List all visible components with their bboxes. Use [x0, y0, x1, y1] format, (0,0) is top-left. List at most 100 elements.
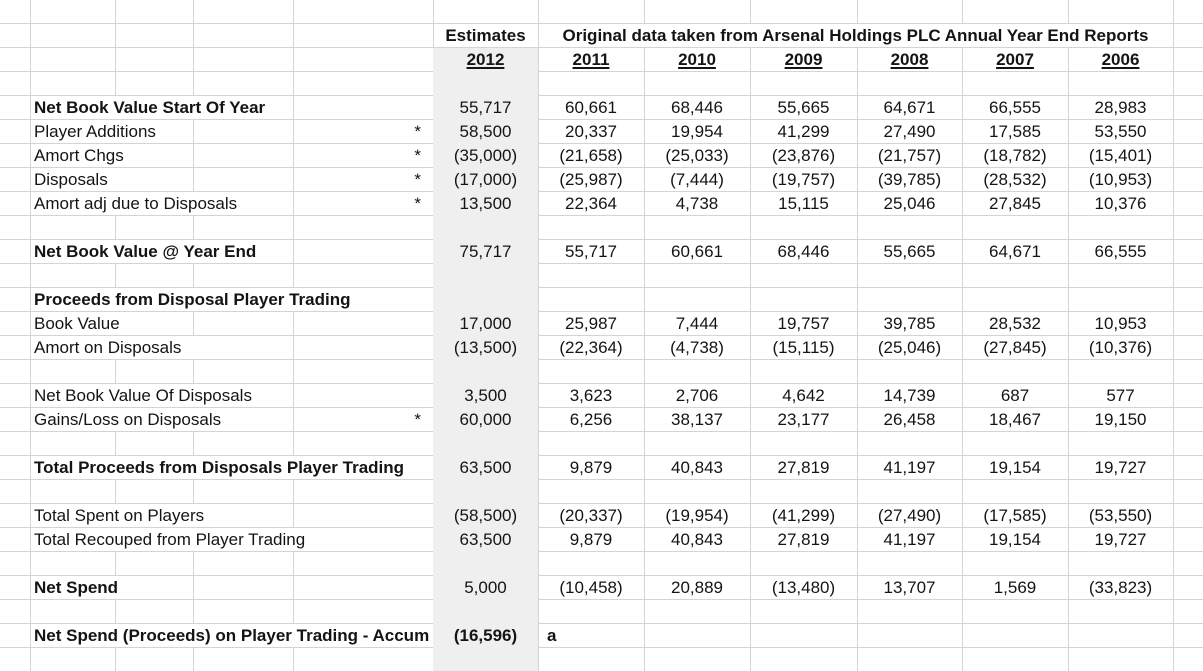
year-value-cell[interactable]: (10,953)	[1088, 170, 1153, 189]
year-value-cell[interactable]: (4,738)	[670, 338, 724, 357]
year-value-cell[interactable]: (41,299)	[771, 506, 836, 525]
year-value-cell[interactable]: (23,876)	[771, 146, 836, 165]
accum-note-cell[interactable]: a	[547, 626, 557, 645]
year-value-cell[interactable]: 15,115	[778, 194, 829, 213]
year-value-cell[interactable]: (7,444)	[670, 170, 724, 189]
row-label[interactable]: Net Spend	[34, 578, 119, 597]
year-value-cell[interactable]: (19,757)	[771, 170, 836, 189]
row-label[interactable]: Total Proceeds from Disposals Player Tra…	[34, 458, 405, 477]
year-value-cell[interactable]: (25,033)	[665, 146, 729, 165]
year-value-cell[interactable]: 17,585	[989, 122, 1041, 141]
year-value-cell[interactable]: 23,177	[777, 410, 830, 429]
year-value-cell[interactable]: 25,987	[565, 314, 617, 333]
year-value-cell[interactable]: (15,401)	[1088, 146, 1153, 165]
year-value-cell[interactable]: 55,665	[777, 98, 830, 117]
estimate-value-cell[interactable]: (58,500)	[453, 506, 518, 525]
footnote-star-cell[interactable]: *	[414, 146, 421, 165]
year-value-cell[interactable]: 6,256	[569, 410, 613, 429]
year-value-cell[interactable]: 19,727	[1094, 530, 1147, 549]
year-header-cell[interactable]: 2010	[678, 50, 716, 69]
row-label[interactable]: Net Book Value @ Year End	[34, 242, 257, 261]
year-value-cell[interactable]: 41,197	[883, 458, 936, 477]
year-value-cell[interactable]: (27,845)	[983, 338, 1047, 357]
year-value-cell[interactable]: 22,364	[565, 194, 617, 213]
year-value-cell[interactable]: 577	[1106, 386, 1135, 405]
estimate-value-cell[interactable]: 60,000	[459, 410, 512, 429]
year-value-cell[interactable]: 41,299	[777, 122, 830, 141]
year-value-cell[interactable]: (25,046)	[877, 338, 942, 357]
year-value-cell[interactable]: 27,819	[777, 530, 830, 549]
year-value-cell[interactable]: (10,376)	[1088, 338, 1153, 357]
row-label[interactable]: Gains/Loss on Disposals	[34, 410, 222, 429]
year-value-cell[interactable]: 53,550	[1094, 122, 1147, 141]
year-value-cell[interactable]: 39,785	[883, 314, 936, 333]
year-value-cell[interactable]: 20,337	[565, 122, 617, 141]
year-value-cell[interactable]: 13,707	[883, 578, 936, 597]
estimate-value-cell[interactable]: (35,000)	[453, 146, 518, 165]
year-value-cell[interactable]: 10,376	[1094, 194, 1147, 213]
year-value-cell[interactable]: 19,954	[671, 122, 723, 141]
year-value-cell[interactable]: 1,569	[993, 578, 1037, 597]
year-value-cell[interactable]: (22,364)	[559, 338, 623, 357]
year-value-cell[interactable]: 68,446	[671, 98, 723, 117]
year-header-cell[interactable]: 2009	[784, 50, 823, 69]
year-value-cell[interactable]: 55,665	[883, 242, 936, 261]
year-value-cell[interactable]: (39,785)	[877, 170, 942, 189]
year-value-cell[interactable]: 19,154	[989, 458, 1041, 477]
year-value-cell[interactable]: 66,555	[1094, 242, 1147, 261]
year-value-cell[interactable]: 687	[1000, 386, 1030, 405]
footnote-star-cell[interactable]: *	[414, 410, 421, 429]
year-value-cell[interactable]: (15,115)	[772, 338, 835, 357]
year-value-cell[interactable]: 28,532	[989, 314, 1041, 333]
year-value-cell[interactable]: 40,843	[671, 458, 723, 477]
year-value-cell[interactable]: 55,717	[565, 242, 617, 261]
row-label[interactable]: Player Additions	[34, 122, 156, 141]
year-value-cell[interactable]: 3,623	[569, 386, 613, 405]
row-label[interactable]: Amort adj due to Disposals	[34, 194, 238, 213]
year-value-cell[interactable]: 4,738	[675, 194, 719, 213]
year-value-cell[interactable]: 28,983	[1094, 98, 1147, 117]
year-value-cell[interactable]: 20,889	[671, 578, 723, 597]
year-value-cell[interactable]: (21,658)	[559, 146, 623, 165]
year-value-cell[interactable]: 19,154	[989, 530, 1041, 549]
year-value-cell[interactable]: 66,555	[989, 98, 1041, 117]
estimate-value-cell[interactable]: 55,717	[459, 98, 512, 117]
row-label[interactable]: Amort Chgs	[34, 146, 124, 165]
year-value-cell[interactable]: 9,879	[569, 458, 613, 477]
year-value-cell[interactable]: 64,671	[989, 242, 1041, 261]
year-value-cell[interactable]: 27,845	[989, 194, 1041, 213]
source-header-cell[interactable]: Original data taken from Arsenal Holding…	[539, 24, 1172, 47]
year-value-cell[interactable]: (17,585)	[983, 506, 1047, 525]
year-header-cell[interactable]: 2011	[572, 50, 610, 69]
estimate-value-cell[interactable]: 17,000	[459, 314, 512, 333]
year-value-cell[interactable]: 4,642	[782, 386, 825, 405]
year-value-cell[interactable]: (10,458)	[559, 578, 623, 597]
estimate-value-cell[interactable]: (13,500)	[453, 338, 518, 357]
year-value-cell[interactable]: 68,446	[777, 242, 830, 261]
year-value-cell[interactable]: 27,490	[883, 122, 936, 141]
year-value-cell[interactable]: (53,550)	[1088, 506, 1153, 525]
year-header-cell[interactable]: 2008	[890, 50, 929, 69]
year-value-cell[interactable]: 40,843	[671, 530, 723, 549]
year-value-cell[interactable]: 41,197	[883, 530, 936, 549]
year-value-cell[interactable]: 60,661	[565, 98, 617, 117]
estimate-value-cell[interactable]: 75,717	[459, 242, 512, 261]
estimate-value-cell[interactable]: 63,500	[459, 458, 512, 477]
footnote-star-cell[interactable]: *	[414, 170, 421, 189]
estimates-header-cell[interactable]: Estimates	[445, 26, 526, 45]
row-label[interactable]: Net Book Value Of Disposals	[34, 386, 252, 405]
year-value-cell[interactable]: (19,954)	[665, 506, 729, 525]
estimate-value-cell[interactable]: (16,596)	[453, 626, 518, 645]
year-value-cell[interactable]: 26,458	[883, 410, 936, 429]
year-value-cell[interactable]: (25,987)	[559, 170, 623, 189]
year-value-cell[interactable]: 7,444	[675, 314, 719, 333]
row-label[interactable]: Disposals	[34, 170, 108, 189]
year-value-cell[interactable]: (33,823)	[1088, 578, 1153, 597]
year-value-cell[interactable]: (21,757)	[877, 146, 942, 165]
year-value-cell[interactable]: (28,532)	[983, 170, 1047, 189]
year-value-cell[interactable]: (27,490)	[877, 506, 942, 525]
row-label[interactable]: Book Value	[34, 314, 120, 333]
year-value-cell[interactable]: 2,706	[675, 386, 719, 405]
year-value-cell[interactable]: 27,819	[777, 458, 830, 477]
year-value-cell[interactable]: 19,757	[777, 314, 830, 333]
